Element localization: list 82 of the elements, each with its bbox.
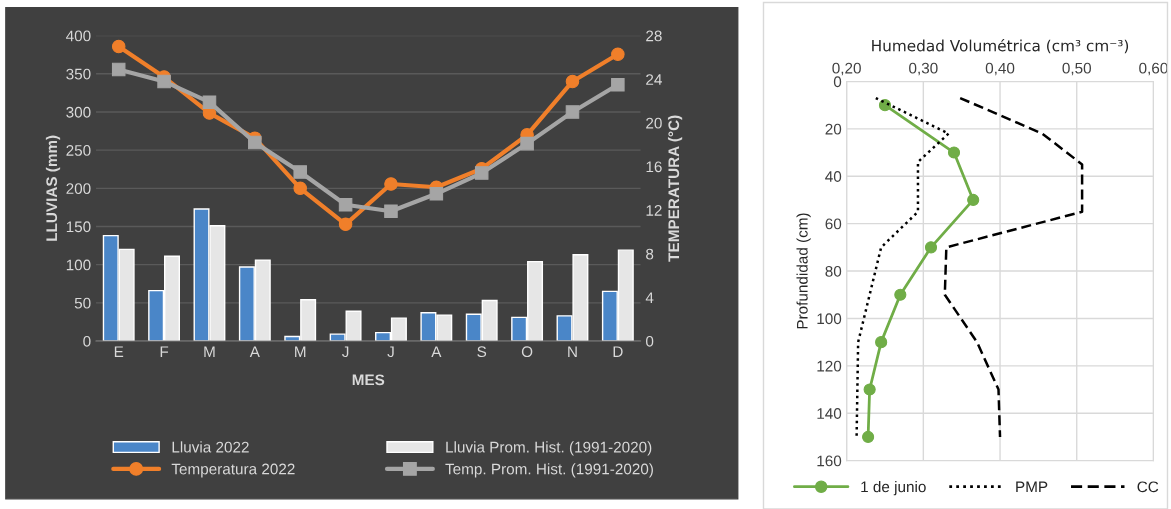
y-tick-label: 250 (66, 145, 91, 156)
line-series (855, 96, 950, 439)
x-axis-title: MES (352, 374, 385, 386)
y2-tick-label: 4 (645, 292, 654, 303)
x-tick-label: F (160, 346, 169, 357)
x-tick-label: A (249, 346, 260, 357)
point (894, 288, 907, 301)
line-series (943, 96, 1084, 439)
x-tick-label: N (568, 346, 577, 357)
x-tick-label: A (431, 346, 442, 357)
x-tick-label: 0,60 (1139, 62, 1168, 76)
point (202, 95, 217, 109)
y-tick-label: 80 (825, 265, 842, 277)
point (947, 146, 961, 159)
y2-tick-label: 8 (646, 248, 654, 260)
y-tick-label: 20 (825, 123, 842, 135)
y2-tick-label: 12 (646, 205, 662, 216)
point (862, 430, 875, 444)
point (565, 105, 580, 119)
point (875, 336, 888, 349)
y2-tick-label: 16 (646, 161, 662, 173)
y-tick-label: 50 (74, 297, 91, 309)
y-tick-label: 350 (66, 68, 91, 80)
x-tick-label: 0,20 (832, 62, 861, 76)
y-tick-label: 0 (83, 335, 91, 347)
point (111, 62, 126, 77)
y-tick-label: 200 (66, 183, 91, 195)
x-tick-label: J (342, 346, 349, 358)
y2-tick-label: 28 (646, 30, 662, 42)
point (338, 197, 353, 212)
point (924, 241, 938, 254)
x-tick-label: E (114, 346, 124, 357)
point (520, 136, 534, 151)
legend-label: Temp. Prom. Hist. (1991-2020) (445, 463, 653, 478)
point (338, 217, 353, 232)
y2-tick-label: 0 (645, 335, 654, 347)
y-tick-label: 120 (817, 360, 842, 372)
point (611, 77, 625, 92)
legend-label: Lluvia Prom. Hist. (1991-2020) (446, 441, 652, 456)
y-tick-label: 140 (817, 408, 842, 419)
legend-label: 1 de junio (861, 481, 926, 496)
x-tick-label: M (204, 346, 215, 357)
y-tick-label: 100 (817, 313, 842, 325)
y-axis-title: Profundidad (cm) (796, 213, 811, 329)
x-tick-label: O (521, 346, 533, 358)
legend-label: Lluvia 2022 (172, 441, 249, 453)
y-tick-label: 150 (66, 221, 91, 233)
x-tick-label: D (613, 346, 623, 357)
y-tick-label: 100 (66, 259, 91, 271)
y-tick-label: 300 (66, 106, 91, 118)
x-tick-label: 0,50 (1062, 62, 1092, 76)
y2-tick-label: 20 (646, 117, 662, 129)
point (967, 193, 980, 207)
y-tick-label: 40 (825, 171, 842, 182)
x-tick-label: S (477, 346, 487, 358)
legend-label: CC (1137, 481, 1159, 493)
y2-tick-label: 24 (646, 74, 662, 85)
point (111, 39, 126, 54)
y-tick-label: 60 (825, 218, 842, 230)
x-tick-label: 0,30 (909, 62, 938, 76)
x-tick-label: J (387, 346, 394, 358)
y-tick-label: 160 (817, 455, 842, 467)
y-tick-label: 400 (66, 30, 91, 42)
point (293, 181, 307, 196)
y-tick-label: 0 (833, 76, 842, 88)
x-tick-label: M (295, 346, 306, 357)
point (474, 166, 489, 180)
point (157, 74, 171, 89)
point (248, 135, 262, 150)
legend-label: Temperatura 2022 (171, 463, 295, 478)
point (384, 204, 398, 218)
point (863, 383, 876, 396)
point (293, 165, 307, 179)
point (384, 177, 398, 191)
point (611, 47, 625, 61)
point (565, 74, 580, 89)
x-tick-label: 0,40 (985, 62, 1015, 76)
point (429, 187, 444, 201)
y2-axis-title: TEMPERATURA (°C) (667, 115, 683, 262)
x-axis-title: Humedad Volumétrica (cm³ cm⁻³) (872, 39, 1129, 54)
legend-label: PMP (1016, 481, 1048, 493)
y-axis-title: LLUVIAS (mm) (45, 135, 61, 241)
